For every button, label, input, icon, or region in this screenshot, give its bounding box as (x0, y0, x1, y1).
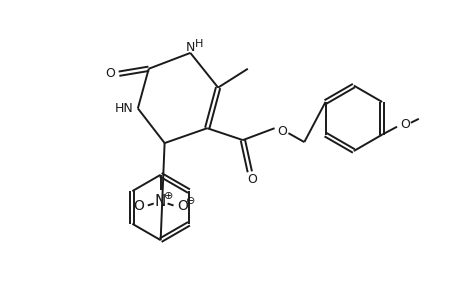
Text: ⊕: ⊕ (163, 190, 173, 201)
Text: O: O (177, 200, 187, 214)
Text: HN: HN (114, 102, 133, 115)
Text: O: O (277, 125, 287, 138)
Text: O: O (246, 173, 256, 186)
Text: H: H (195, 39, 203, 49)
Text: O: O (133, 200, 144, 214)
Text: N: N (185, 41, 195, 55)
Text: O: O (399, 118, 409, 131)
Text: O: O (105, 67, 115, 80)
Text: ⊖: ⊖ (185, 196, 195, 206)
Text: N: N (155, 194, 166, 209)
